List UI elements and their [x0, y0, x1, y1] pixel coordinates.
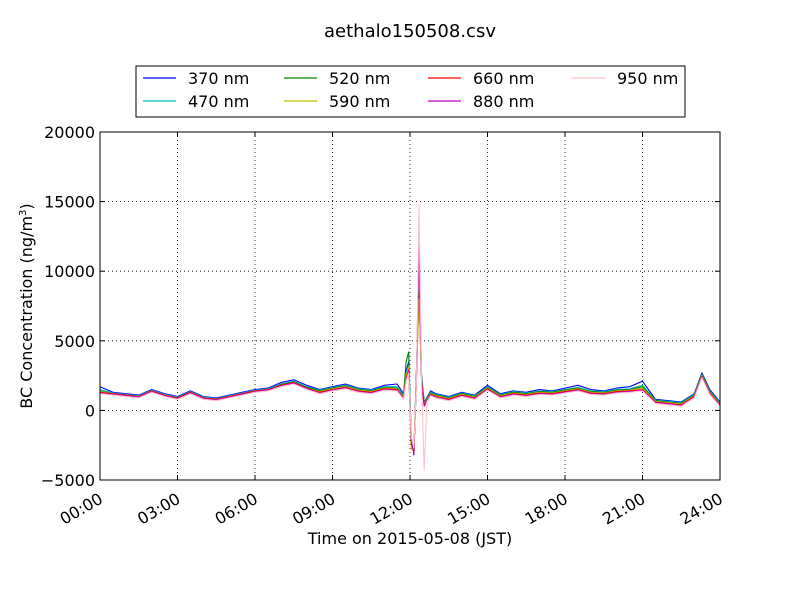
- y-axis-label-close: ): [17, 203, 36, 209]
- legend-box: [135, 65, 686, 118]
- series-lines: [99, 203, 721, 471]
- y-axis-label-text: BC Concentration (ng/m: [17, 216, 36, 409]
- legend-label: 950 nm: [617, 69, 678, 88]
- y-tick-labels: −5000 0 5000 10000 15000 20000: [41, 123, 95, 490]
- legend-label: 590 nm: [329, 92, 390, 111]
- y-tick-label: 15000: [44, 193, 95, 212]
- y-tick-label: 20000: [44, 123, 95, 142]
- y-tick-label: 10000: [44, 262, 95, 281]
- y-axis-label-superscript: 3: [18, 210, 29, 216]
- x-axis-label: Time on 2015-05-08 (JST): [307, 529, 512, 548]
- legend-entries: 370 nm 470 nm 520 nm 590 nm 660 nm 880 nm 950 …: [143, 69, 678, 111]
- chart-title: aethalo150508.csv: [324, 21, 496, 42]
- legend-label: 370 nm: [188, 69, 249, 88]
- legend: 370 nm 470 nm 520 nm 590 nm 660 nm 880 nm 950 …: [135, 65, 686, 118]
- legend-label: 520 nm: [329, 69, 390, 88]
- legend-label: 470 nm: [188, 92, 249, 111]
- legend-label: 880 nm: [473, 92, 534, 111]
- grid-lines: [100, 132, 720, 480]
- axis-ticks: [99, 131, 721, 481]
- series-line-950-nm: [99, 203, 721, 471]
- legend-label: 660 nm: [473, 69, 534, 88]
- y-tick-label: 0: [85, 401, 95, 420]
- y-axis-label: BC Concentration (ng/m3): [17, 203, 36, 408]
- y-tick-label: 5000: [54, 332, 95, 351]
- y-tick-label: −5000: [41, 471, 95, 490]
